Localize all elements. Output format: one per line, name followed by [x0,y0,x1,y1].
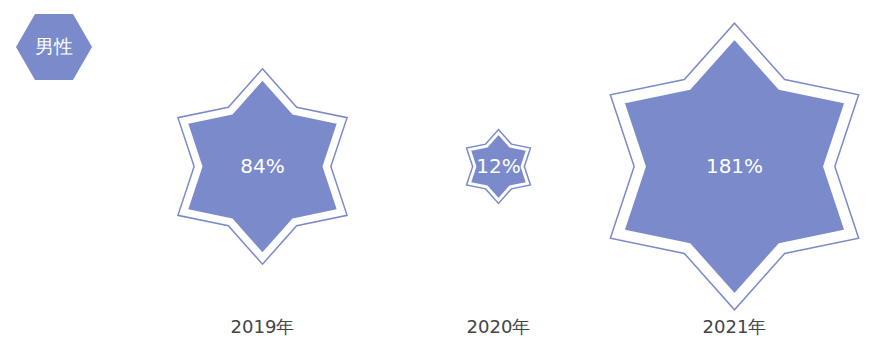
svg-text:181%: 181% [706,154,763,178]
svg-text:84%: 84% [240,154,284,178]
svg-text:2020年: 2020年 [467,316,531,337]
html-text:男性: 男性 [35,35,73,57]
svg-text:2019年: 2019年 [231,316,295,337]
svg-text:2021年: 2021年 [703,316,767,337]
svg-text:12%: 12% [476,154,520,178]
